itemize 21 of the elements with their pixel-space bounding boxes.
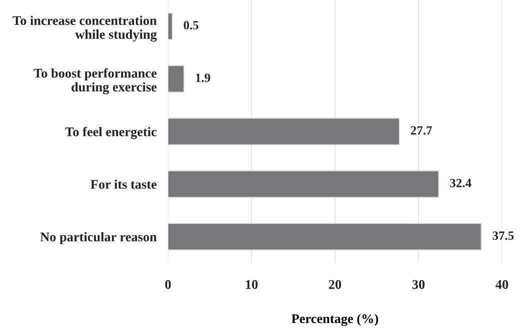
y-tick-label: No particular reason: [40, 232, 157, 244]
bar: [168, 170, 439, 198]
x-axis-title: Percentage (%): [292, 314, 378, 326]
data-label: 27.7: [410, 126, 432, 135]
x-tick-label: 0: [165, 280, 171, 289]
data-label: 32.4: [450, 178, 472, 188]
bar: [168, 118, 400, 146]
x-tick-label: 20: [328, 280, 342, 289]
bar: [168, 223, 482, 250]
y-tick-label: To boost performance during exercise: [34, 68, 157, 94]
y-tick-label: To feel energetic: [65, 126, 157, 140]
data-label: 37.5: [492, 231, 514, 240]
data-label: 1.9: [196, 74, 210, 82]
x-tick-label: 30: [412, 280, 425, 289]
x-tick-label: 10: [246, 280, 258, 289]
y-tick-label: For its taste: [90, 180, 157, 189]
bar: [168, 65, 184, 92]
y-tick-label: To increase concentration while studying: [12, 16, 157, 42]
x-tick-label: 40: [496, 280, 508, 289]
bar: [168, 12, 173, 40]
data-label: 0.5: [184, 20, 198, 30]
